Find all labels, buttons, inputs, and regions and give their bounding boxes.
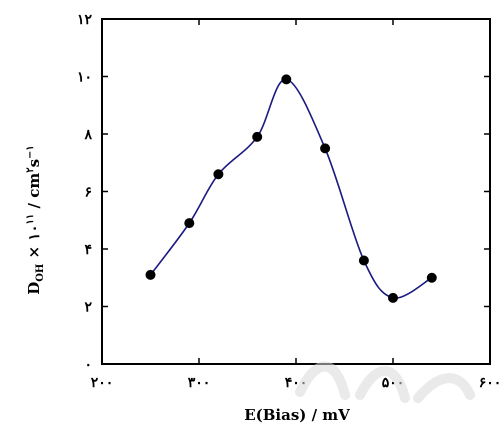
series-line-layer (149, 78, 433, 299)
y-axis-title-part: OH (35, 264, 46, 282)
plot-frame (101, 18, 491, 365)
x-tick-label: ۲۰۰ (91, 375, 114, 391)
y-axis-title-part: / cm (25, 173, 43, 214)
y-tick-label: ۶ (84, 185, 92, 201)
x-axis-title: E(Bias) / mV (244, 406, 350, 424)
data-point-4 (281, 74, 292, 85)
plot-border (101, 18, 491, 365)
y-axis-title-part: × ۱۰ (25, 224, 43, 263)
x-tick-label: ۵۰۰ (382, 375, 405, 391)
y-axis-ticks: ۰ ۲ ۴ ۶ ۸ ۱۰ ۱۲ (77, 12, 490, 373)
y-axis-title-part: −۱ (25, 145, 36, 159)
y-tick-label: ۸ (83, 127, 92, 143)
y-axis-title-part: ۲ (25, 167, 36, 173)
x-tick-label: ۳۰۰ (188, 375, 211, 391)
data-point-7 (388, 292, 398, 303)
y-tick-label: ۲ (84, 300, 92, 316)
y-tick-label: ۰ (84, 357, 92, 373)
data-point-5 (320, 143, 331, 154)
data-point-1 (184, 218, 195, 229)
data-point-0 (145, 269, 156, 280)
data-point-8 (426, 272, 437, 283)
y-tick-label: ۱۰ (77, 70, 92, 86)
data-point-6 (358, 255, 369, 266)
data-markers (145, 74, 437, 303)
y-axis-title-part: ۱۱ (25, 214, 36, 225)
x-axis-ticks: ۲۰۰ ۳۰۰ ۴۰۰ ۵۰۰ ۶۰۰ (91, 19, 502, 391)
x-tick-label: ۴۰۰ (285, 375, 308, 391)
data-point-2 (213, 169, 224, 180)
series-line (149, 78, 433, 299)
y-axis-title-part: D (25, 282, 43, 295)
y-axis-title-part: s (25, 159, 43, 167)
y-tick-label: ۱۲ (77, 12, 93, 28)
x-tick-label: ۶۰۰ (479, 375, 502, 391)
data-point-3 (252, 131, 263, 142)
y-axis-title: DOH × ۱۰۱۱ / cm۲s−۱ (25, 145, 46, 295)
y-tick-label: ۴ (84, 242, 92, 258)
